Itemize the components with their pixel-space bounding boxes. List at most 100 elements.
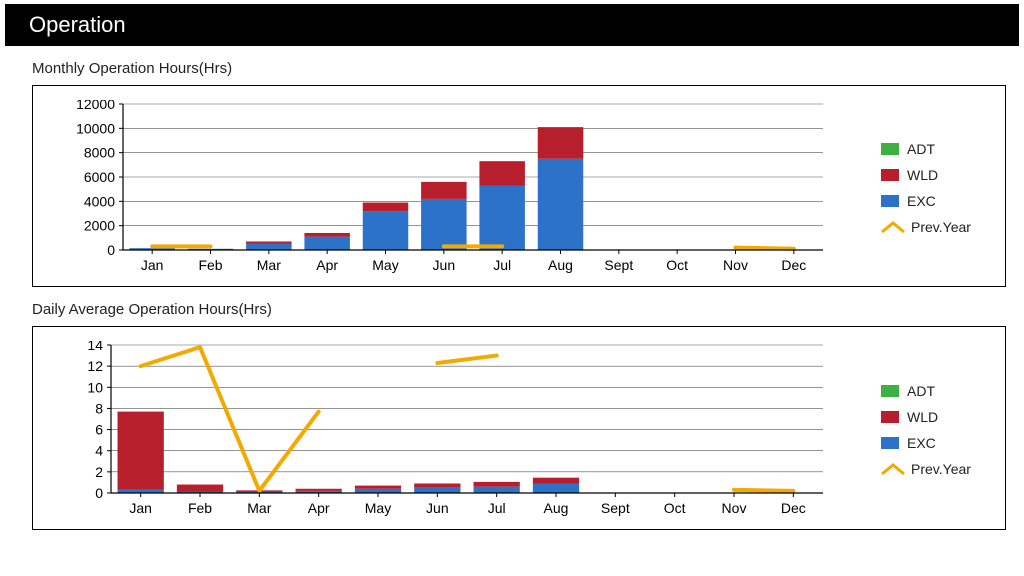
prev-year-line	[437, 356, 496, 363]
daily-title: Daily Average Operation Hours(Hrs)	[32, 301, 1006, 318]
svg-text:Jun: Jun	[433, 257, 456, 273]
daily-chart-box: 0 2 4 6 8 10 12 14 Jan Feb Mar Apr May Jun Jul Aug Sept O…	[32, 326, 1006, 530]
svg-text:6000: 6000	[84, 169, 115, 185]
legend-swatch	[881, 169, 899, 181]
page-header: Operation	[5, 4, 1019, 46]
monthly-panel: Monthly Operation Hours(Hrs) 0 2000 4000 60…	[32, 60, 1006, 287]
legend-item-adt: ADT	[881, 383, 991, 399]
svg-text:Jul: Jul	[493, 257, 511, 273]
daily-panel: Daily Average Operation Hours(Hrs) 0 2 4 6 8…	[32, 301, 1006, 530]
svg-text:2: 2	[95, 464, 103, 480]
svg-text:Mar: Mar	[247, 500, 271, 516]
bar-wld	[304, 233, 350, 237]
legend-label: ADT	[907, 141, 935, 157]
bar-wld	[479, 161, 524, 185]
bar-wld	[474, 482, 520, 487]
legend-swatch	[881, 437, 899, 449]
svg-text:Apr: Apr	[316, 257, 338, 273]
svg-text:12: 12	[87, 358, 103, 374]
svg-text:Apr: Apr	[308, 500, 330, 516]
bar-exc	[479, 186, 524, 250]
bar-exc	[414, 488, 460, 493]
prev-year-line	[734, 490, 793, 491]
page-title: Operation	[29, 12, 126, 37]
bar-exc	[533, 483, 579, 493]
legend-item-wld: WLD	[881, 409, 991, 425]
svg-text:Feb: Feb	[188, 500, 212, 516]
legend-label: ADT	[907, 383, 935, 399]
prev-year-line	[736, 248, 794, 249]
svg-text:May: May	[372, 257, 398, 273]
legend-label: EXC	[907, 193, 936, 209]
svg-text:14: 14	[87, 341, 103, 353]
monthly-chart: 0 2000 4000 6000 8000 10000 12000 Jan Feb Mar Apr M…	[51, 100, 851, 276]
svg-text:0: 0	[107, 242, 115, 258]
svg-text:Jan: Jan	[141, 257, 164, 273]
bar-wld	[414, 483, 460, 487]
legend-label: WLD	[907, 409, 938, 425]
bar-wld	[363, 203, 409, 212]
svg-text:Aug: Aug	[548, 257, 573, 273]
svg-text:0: 0	[95, 485, 103, 501]
svg-text:12000: 12000	[76, 100, 115, 112]
legend-swatch	[881, 385, 899, 397]
bar-wld	[177, 485, 223, 492]
svg-text:10: 10	[87, 379, 103, 395]
monthly-title: Monthly Operation Hours(Hrs)	[32, 60, 1006, 77]
svg-text:Jul: Jul	[488, 500, 506, 516]
svg-text:6: 6	[95, 422, 103, 438]
legend-item-prev: Prev.Year	[881, 461, 991, 477]
legend-line-icon	[881, 463, 903, 475]
monthly-chart-box: 0 2000 4000 6000 8000 10000 12000 Jan Feb Mar Apr M…	[32, 85, 1006, 287]
svg-text:Mar: Mar	[257, 257, 281, 273]
legend-swatch	[881, 143, 899, 155]
svg-text:Nov: Nov	[722, 500, 747, 516]
svg-text:Nov: Nov	[723, 257, 748, 273]
legend-label: Prev.Year	[911, 461, 971, 477]
bar-exc	[538, 159, 584, 250]
legend-item-wld: WLD	[881, 167, 991, 183]
daily-chart: 0 2 4 6 8 10 12 14 Jan Feb Mar Apr May Jun Jul Aug Sept O…	[51, 341, 851, 519]
svg-text:Feb: Feb	[198, 257, 222, 273]
monthly-legend: ADT WLD EXC Prev.Year	[881, 100, 991, 276]
bar-exc	[474, 487, 520, 493]
svg-text:8: 8	[95, 400, 103, 416]
prev-year-line	[141, 347, 319, 491]
legend-item-prev: Prev.Year	[881, 219, 991, 235]
svg-text:4: 4	[95, 443, 103, 459]
svg-text:May: May	[365, 500, 391, 516]
svg-text:2000: 2000	[84, 218, 115, 234]
bar-wld	[533, 478, 579, 484]
svg-text:Jun: Jun	[426, 500, 449, 516]
legend-label: EXC	[907, 435, 936, 451]
legend-item-exc: EXC	[881, 193, 991, 209]
bar-exc	[246, 244, 291, 250]
svg-text:Oct: Oct	[664, 500, 686, 516]
svg-text:Oct: Oct	[666, 257, 688, 273]
bar-exc	[304, 237, 350, 250]
bar-wld	[118, 412, 164, 490]
svg-text:Dec: Dec	[781, 500, 806, 516]
bar-wld	[421, 182, 467, 199]
bar-wld	[296, 489, 342, 491]
svg-text:Sept: Sept	[601, 500, 630, 516]
daily-legend: ADT WLD EXC Prev.Year	[881, 341, 991, 519]
svg-text:Jan: Jan	[129, 500, 152, 516]
legend-label: Prev.Year	[911, 219, 971, 235]
svg-text:8000: 8000	[84, 145, 115, 161]
svg-text:Aug: Aug	[544, 500, 569, 516]
svg-text:10000: 10000	[76, 120, 115, 136]
bar-wld	[355, 486, 401, 489]
legend-line-icon	[881, 221, 903, 233]
legend-item-exc: EXC	[881, 435, 991, 451]
bar-wld	[538, 127, 584, 159]
legend-swatch	[881, 411, 899, 423]
bar-wld	[246, 241, 291, 243]
legend-swatch	[881, 195, 899, 207]
svg-text:Sept: Sept	[604, 257, 633, 273]
svg-text:4000: 4000	[84, 193, 115, 209]
legend-item-adt: ADT	[881, 141, 991, 157]
svg-text:Dec: Dec	[781, 257, 806, 273]
legend-label: WLD	[907, 167, 938, 183]
bar-exc	[355, 489, 401, 493]
